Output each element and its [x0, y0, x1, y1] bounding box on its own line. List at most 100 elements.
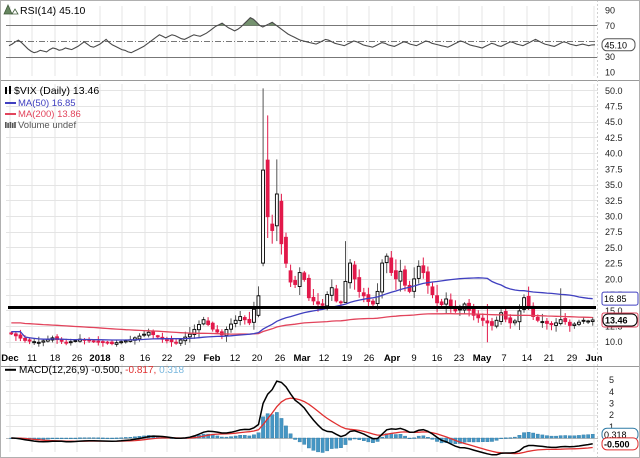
macd-histogram-bar: [476, 437, 481, 443]
price-axis-tick: 40.0: [605, 149, 623, 159]
price-axis-tick: 25.0: [605, 243, 623, 253]
macd-histogram-bar: [531, 432, 535, 439]
macd-histogram-bar: [41, 437, 46, 440]
macd-hist-value-box-text: 0.318: [604, 430, 627, 440]
macd-histogram-bar: [522, 432, 526, 439]
candle-body: [306, 277, 311, 299]
candle-body: [476, 314, 481, 319]
ma200-line: [11, 313, 593, 335]
x-axis-tick: 26: [364, 353, 375, 364]
macd-histogram-bar: [105, 437, 110, 440]
candle-body: [297, 272, 302, 287]
candle-body: [348, 262, 352, 284]
macd-histogram-bar: [284, 425, 288, 439]
rsi-value-box: [601, 38, 636, 52]
price-legend-ma200-text: MA(200) 13.86: [18, 109, 81, 120]
candle-body: [590, 319, 595, 322]
macd-histogram-bar: [297, 437, 302, 443]
candle-body: [293, 280, 298, 285]
macd-axis-tick: 1: [609, 422, 614, 432]
x-axis-tick: 21: [544, 353, 555, 364]
macd-histogram-bar: [490, 437, 494, 442]
rsi-axis-tick: 90: [605, 5, 615, 15]
macd-histogram-bar: [261, 416, 265, 439]
candle-body: [110, 341, 114, 345]
candle-body: [119, 341, 124, 344]
candle-body: [265, 159, 270, 218]
price-legend-ma50-text: MA(50) 16.85: [18, 98, 76, 109]
macd-histogram-bar: [458, 437, 462, 444]
macd-histogram-bar: [467, 437, 471, 443]
price-axis-tick: 32.5: [605, 196, 623, 206]
macd-histogram-bar: [252, 434, 256, 439]
price-axis-labels: 50.0 47.5 45.0 42.5 40.0 37.5 35.0 32.5 30.0 27.5…: [605, 86, 623, 347]
candle-body: [142, 333, 146, 336]
macd-histogram-bar: [586, 434, 590, 439]
macd-histogram-bar: [426, 437, 430, 439]
macd-histogram-bar: [59, 437, 64, 440]
x-axis-tick: Jun: [586, 353, 603, 364]
macd-histogram-bar: [229, 436, 233, 439]
macd-histogram-bar: [55, 437, 59, 440]
candle-body: [201, 319, 206, 325]
candle-body: [146, 331, 151, 336]
macd-histogram-bar: [288, 433, 293, 439]
x-axis-tick: 18: [50, 353, 61, 364]
macd-histogram-bar: [325, 437, 329, 452]
price-axis-tick: 47.5: [605, 102, 623, 112]
area-chart-icon: [3, 4, 13, 15]
macd-histogram-bar: [334, 437, 339, 449]
candle-body: [545, 320, 549, 324]
rsi-axis-tick: 10: [605, 68, 615, 78]
candle-body: [567, 321, 572, 326]
candle-body: [105, 341, 110, 344]
price-axis-tick: 42.5: [605, 133, 623, 143]
candle-body: [288, 270, 293, 283]
macd-histogram-bar: [215, 435, 220, 439]
macd-histogram-bar: [568, 435, 572, 439]
macd-line: [11, 380, 593, 456]
candle-body: [338, 301, 343, 304]
rsi-line: [8, 17, 596, 54]
candle-body: [155, 335, 160, 338]
candle-body: [18, 334, 23, 339]
candle-body: [302, 272, 307, 280]
macd-histogram-bar: [329, 437, 334, 449]
price-axis-tick: 20.0: [605, 274, 623, 284]
candle-body: [41, 340, 46, 343]
macd-histogram-bar: [513, 436, 517, 439]
candle-body: [393, 270, 398, 280]
candle-body: [238, 316, 243, 321]
macd-histogram-bar: [535, 433, 540, 439]
macd-histogram-bar: [549, 435, 554, 439]
macd-histogram-bar: [233, 435, 238, 439]
candle-body: [36, 341, 41, 344]
price-axis-tick: 50.0: [605, 86, 623, 96]
x-axis-tick: 7: [501, 353, 506, 364]
macd-histogram-bar: [128, 437, 133, 439]
macd-histogram-bar: [68, 437, 73, 440]
macd-histogram-bar: [357, 437, 362, 440]
macd-histogram-bar: [545, 435, 549, 439]
macd-histogram-bar: [316, 437, 320, 453]
macd-axis-tick: 2: [609, 410, 614, 420]
price-axis-tick: 35.0: [605, 180, 623, 190]
candle-body: [554, 322, 558, 326]
candle-body: [316, 301, 320, 305]
macd-histogram-bar: [311, 437, 316, 451]
candle-body: [563, 318, 568, 323]
candle-body: [91, 340, 96, 343]
x-axis-tick: Apr: [384, 353, 401, 364]
candle-body: [256, 295, 261, 316]
rsi-value-box-text: 45.10: [605, 40, 628, 50]
macd-axis-tick: 4: [609, 387, 614, 397]
price-axis-tick: 10.0: [605, 337, 623, 347]
x-axis-tick: 12: [319, 353, 330, 364]
x-axis-labels: Dec 11 18 26 2018 8 16 22 29 Feb 12 20 26 Mar 12 19 26 Ap…: [1, 353, 602, 364]
candle-icon: [9, 86, 11, 94]
candle-body: [380, 262, 385, 293]
x-axis-tick: 26: [275, 353, 286, 364]
macd-histogram-bar: [275, 412, 279, 439]
macd-histogram-bar: [119, 437, 123, 439]
macd-histogram-bar: [91, 437, 96, 439]
